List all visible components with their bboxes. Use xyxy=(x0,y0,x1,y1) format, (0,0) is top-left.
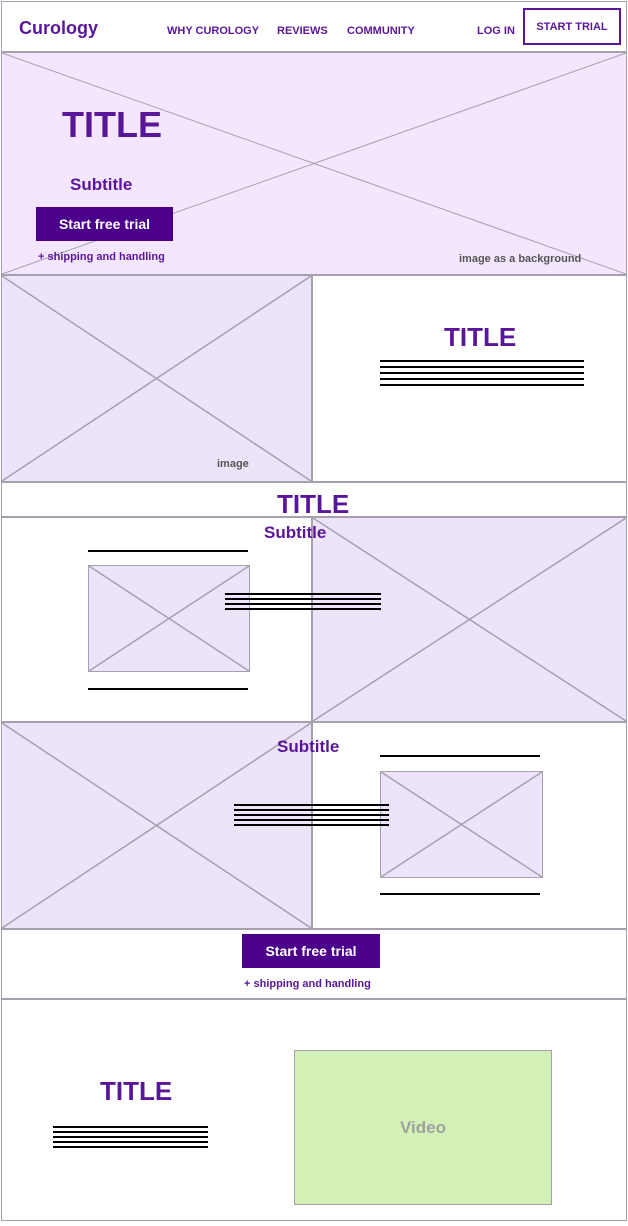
section2-image xyxy=(1,275,312,482)
video-label: Video xyxy=(400,1117,446,1137)
hero-shipping-note: + shipping and handling xyxy=(38,251,165,263)
start-trial-button[interactable]: START TRIAL xyxy=(523,8,621,45)
video-section-title: TITLE xyxy=(100,1076,173,1106)
placeholder-cross xyxy=(381,772,542,877)
section3-title-band xyxy=(1,482,627,517)
section3-text-lines xyxy=(225,593,381,613)
section3-right-image xyxy=(312,517,627,722)
section4-top-rule xyxy=(380,755,540,757)
hero-background-image xyxy=(1,52,627,275)
section3-top-rule xyxy=(88,550,248,552)
video-player[interactable]: Video xyxy=(294,1050,552,1205)
placeholder-cross xyxy=(2,723,311,928)
nav-community[interactable]: COMMUNITY xyxy=(347,25,415,37)
site-header xyxy=(1,1,627,52)
placeholder-cross xyxy=(313,518,626,721)
nav-why-curology[interactable]: WHY CUROLOGY xyxy=(167,25,260,37)
hero-cta-label: Start free trial xyxy=(58,216,151,232)
logo[interactable]: Curology xyxy=(19,18,98,38)
hero-image-caption: image as a background xyxy=(459,253,582,265)
section3-subtitle: Subtitle xyxy=(264,523,327,542)
section2-text-lines xyxy=(380,360,584,390)
nav-reviews[interactable]: REVIEWS xyxy=(277,25,328,37)
cta-shipping-note: + shipping and handling xyxy=(244,978,371,990)
placeholder-cross xyxy=(89,566,249,671)
section4-text-lines xyxy=(234,804,389,829)
cta-start-free-trial-button[interactable]: Start free trial xyxy=(242,934,380,968)
placeholder-cross xyxy=(2,276,311,481)
section4-small-image xyxy=(380,771,543,878)
section4-subtitle: Subtitle xyxy=(277,737,340,756)
section2-image-caption: image xyxy=(217,458,249,470)
hero-title: TITLE xyxy=(62,104,162,145)
cta-label: Start free trial xyxy=(265,943,357,959)
hero-start-free-trial-button[interactable]: Start free trial xyxy=(36,207,173,241)
section4-bottom-rule xyxy=(380,893,540,895)
section3-title: TITLE xyxy=(277,489,350,519)
hero-subtitle: Subtitle xyxy=(70,175,133,194)
section3-small-image xyxy=(88,565,250,672)
start-trial-label: START TRIAL xyxy=(536,20,608,33)
login-link[interactable]: LOG IN xyxy=(477,25,515,37)
section2-title: TITLE xyxy=(444,322,517,352)
video-section-text-lines xyxy=(53,1126,208,1151)
section3-bottom-rule xyxy=(88,688,248,690)
